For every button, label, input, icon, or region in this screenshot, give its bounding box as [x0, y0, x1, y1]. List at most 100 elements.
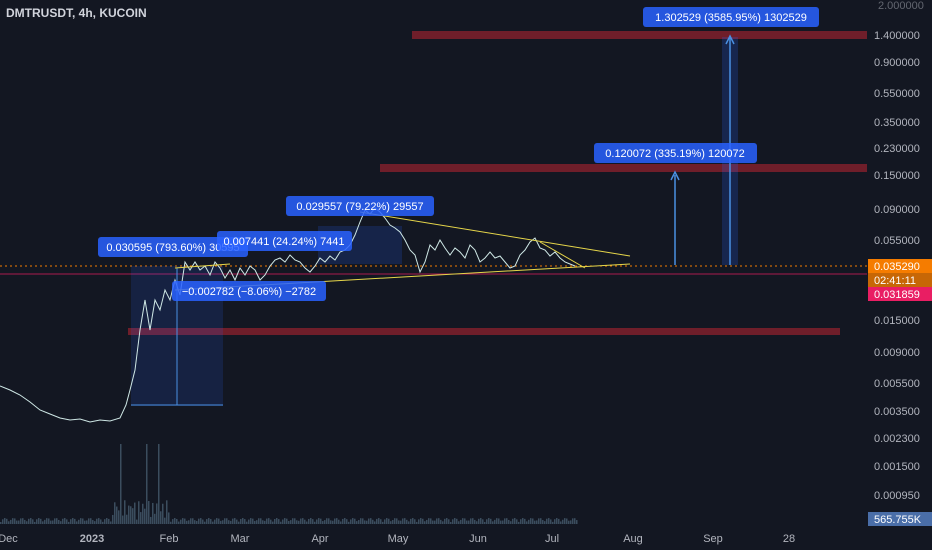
- volume-bar: [438, 518, 440, 524]
- volume-bar: [418, 519, 420, 524]
- volume-bar: [350, 519, 352, 524]
- volume-bar: [114, 502, 116, 524]
- volume-bar: [198, 518, 200, 524]
- measure-label-feb-dip[interactable]: −0.002782 (−8.06%) −2782: [172, 281, 326, 301]
- volume-bar: [234, 518, 236, 524]
- volume-bar: [238, 521, 240, 524]
- price-axis-tick: 0.350000: [874, 117, 920, 129]
- volume-bar: [348, 521, 350, 524]
- volume-bar: [220, 520, 222, 524]
- volume-bar: [110, 521, 112, 524]
- volume-bar: [364, 520, 366, 524]
- volume-bar: [148, 500, 150, 524]
- volume-bar: [454, 518, 456, 524]
- volume-bar: [160, 511, 162, 524]
- support-zone[interactable]: [128, 328, 840, 335]
- resistance-zone-mid[interactable]: [380, 164, 867, 172]
- volume-bar: [428, 518, 430, 524]
- volume-bar: [228, 520, 230, 524]
- measure-label-apr-text: 0.029557 (79.22%) 29557: [296, 201, 423, 213]
- volume-bar: [262, 520, 264, 524]
- volume-bar: [48, 518, 50, 524]
- volume-bar: [404, 518, 406, 524]
- volume-bar: [516, 519, 518, 524]
- volume-bar: [506, 518, 508, 524]
- volume-bar: [472, 518, 474, 524]
- measure-label-aug[interactable]: 0.120072 (335.19%) 120072: [594, 143, 757, 163]
- volume-bar: [378, 518, 380, 524]
- volume-bar: [368, 518, 370, 524]
- measure-label-mar[interactable]: 0.007441 (24.24%) 7441: [217, 231, 352, 251]
- volume-bar: [268, 518, 270, 524]
- price-axis-tick: 0.003500: [874, 406, 920, 418]
- volume-bar: [212, 521, 214, 524]
- volume-bar: [42, 521, 44, 524]
- symbol-title: DMTRUSDT, 4h, KUCOIN: [6, 6, 147, 20]
- time-axis-tick: Feb: [160, 533, 179, 545]
- volume-bar: [8, 521, 10, 524]
- volume-bar: [236, 519, 238, 524]
- volume-bar: [508, 519, 510, 524]
- price-axis-tick: 0.002300: [874, 433, 920, 445]
- volume-bar: [76, 521, 78, 524]
- volume-bar: [406, 519, 408, 524]
- volume-bar: [90, 518, 92, 524]
- time-axis[interactable]: Dec 2023 Feb Mar Apr May Jun Jul Aug Sep 28: [0, 533, 795, 545]
- price-series[interactable]: [0, 207, 576, 423]
- volume-bar: [420, 518, 422, 524]
- volume-bar: [332, 520, 334, 524]
- volume-bar: [374, 521, 376, 524]
- price-axis[interactable]: 2.000000 1.400000 0.900000 0.550000 0.35000…: [874, 0, 924, 502]
- volume-bar: [80, 518, 82, 524]
- volume-bar: [300, 518, 302, 524]
- volume-bar: [98, 518, 100, 524]
- volume-bar: [502, 520, 504, 524]
- volume-bar: [556, 518, 558, 524]
- volume-bar: [576, 520, 578, 524]
- measure-label-sep-text: 1.302529 (3585.95%) 1302529: [655, 12, 807, 24]
- resistance-zone-top[interactable]: [412, 31, 867, 39]
- volume-bar: [424, 521, 426, 524]
- volume-bar: [216, 518, 218, 524]
- trendline-flag-top[interactable]: [174, 263, 231, 269]
- measure-label-sep[interactable]: 1.302529 (3585.95%) 1302529: [643, 7, 819, 27]
- measure-label-feb[interactable]: 0.030595 (793.60%) 30595: [98, 237, 248, 257]
- volume-bar: [324, 520, 326, 524]
- volume-bar: [232, 518, 234, 524]
- trendline-wedge[interactable]: [539, 241, 586, 269]
- volume-bar: [182, 518, 184, 524]
- volume-bar: [194, 520, 196, 524]
- volume-bar: [156, 503, 158, 524]
- volume-bar: [12, 518, 14, 524]
- countdown-text: 02:41:11: [874, 275, 916, 287]
- volume-bar: [92, 520, 94, 524]
- volume-bar: [134, 502, 136, 524]
- measure-label-apr[interactable]: 0.029557 (79.22%) 29557: [286, 196, 434, 216]
- volume-bar: [200, 518, 202, 524]
- volume-bar: [482, 519, 484, 524]
- volume-bar: [260, 518, 262, 524]
- volume-bar: [178, 521, 180, 524]
- trendline-upper[interactable]: [359, 211, 631, 257]
- volume-bar: [336, 518, 338, 524]
- volume-bar: [312, 519, 314, 524]
- volume-bar: [384, 519, 386, 524]
- volume-bar: [558, 518, 560, 524]
- time-axis-tick: Jul: [545, 533, 559, 545]
- volume-bar: [202, 519, 204, 524]
- volume-bar: [574, 518, 576, 524]
- volume-bar: [534, 520, 536, 524]
- volume-bar: [298, 520, 300, 524]
- volume-bar: [152, 502, 154, 524]
- measure-label-feb-text: 0.030595 (793.60%) 30595: [106, 242, 239, 254]
- volume-bar: [398, 520, 400, 524]
- volume-bar: [396, 518, 398, 524]
- volume-bar: [32, 519, 34, 524]
- volume-bar: [118, 510, 120, 524]
- volume-bar: [258, 518, 260, 524]
- volume-bar: [172, 519, 174, 524]
- price-axis-tick: 0.090000: [874, 204, 920, 216]
- volume-bar: [72, 518, 74, 524]
- volume-bar: [66, 519, 68, 524]
